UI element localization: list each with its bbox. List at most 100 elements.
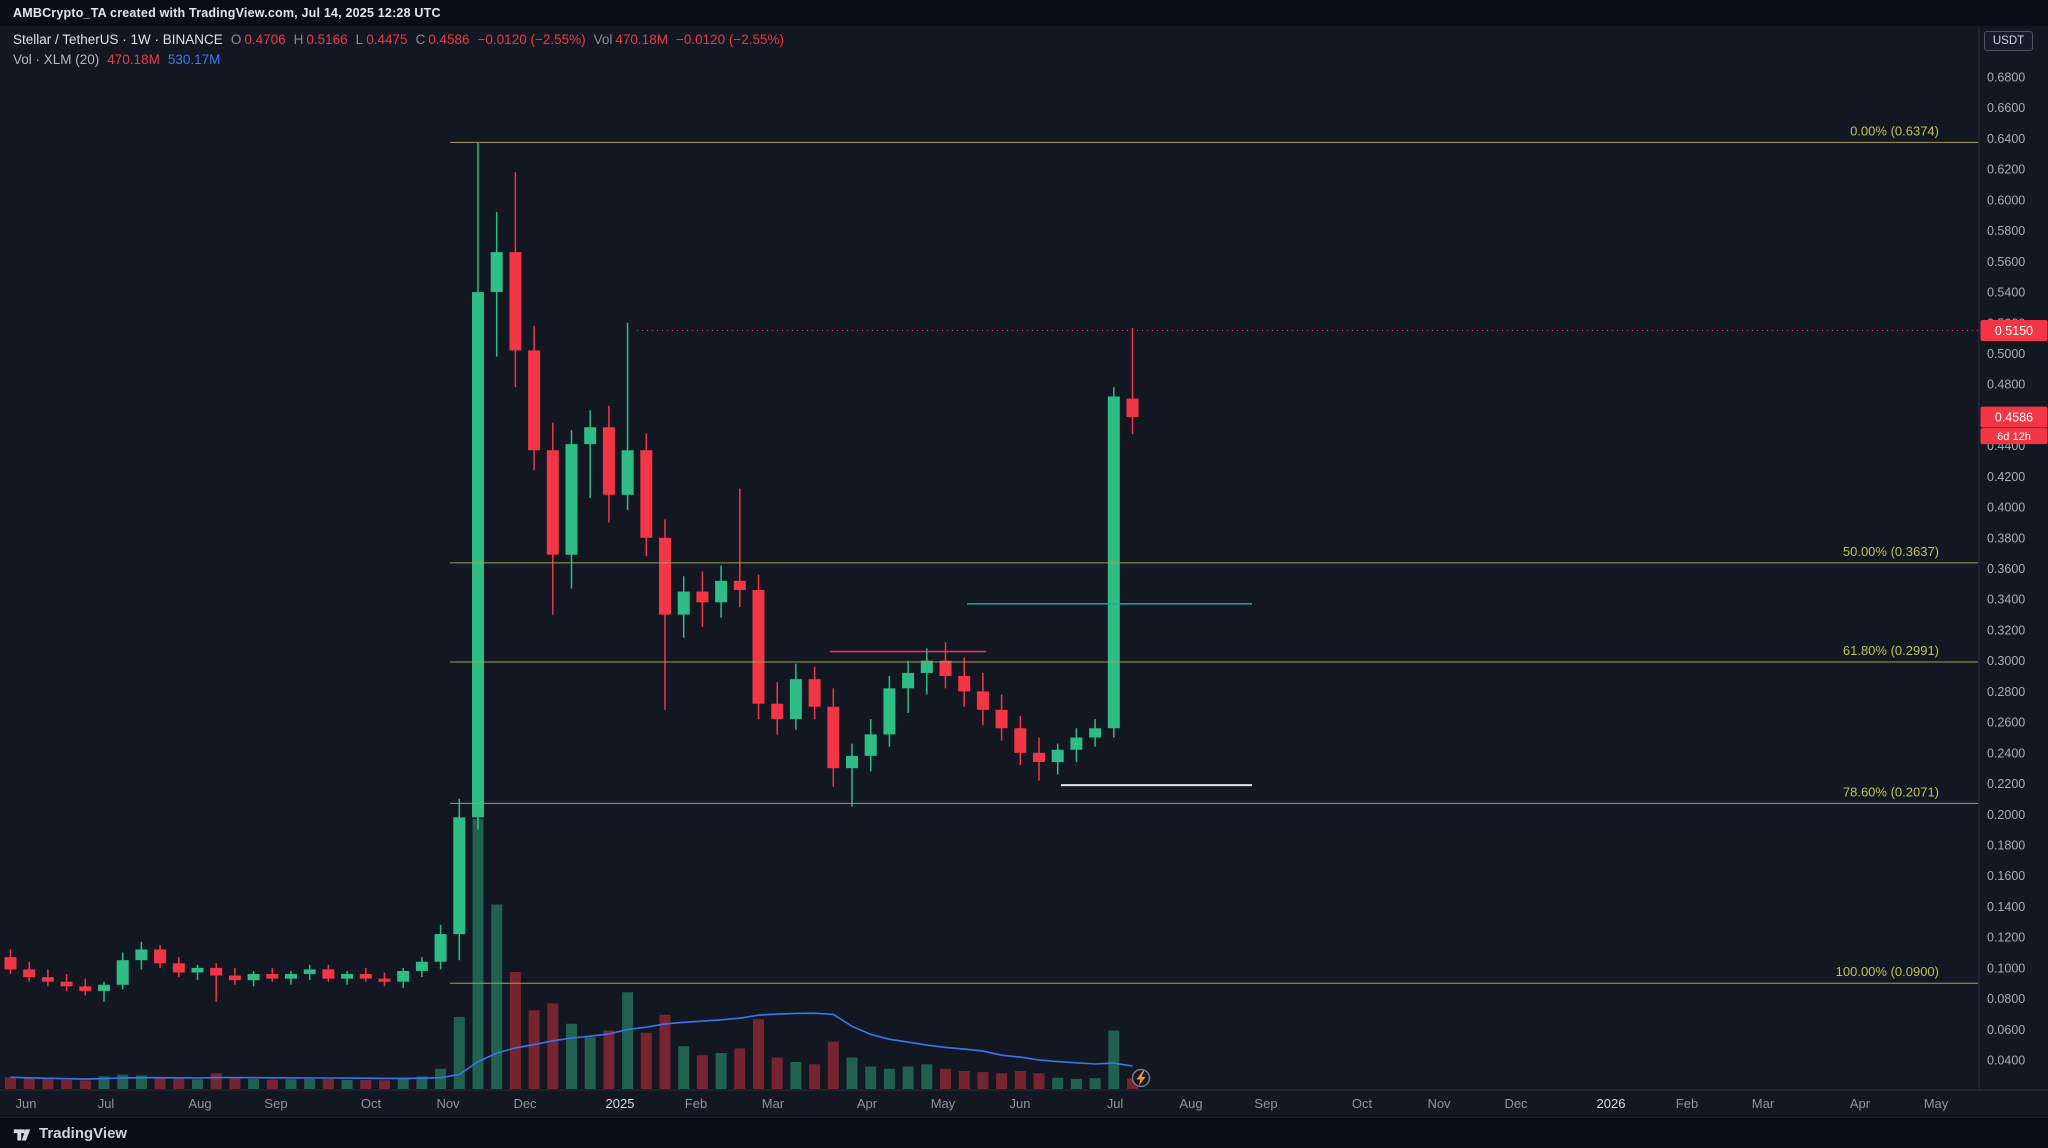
change-value: −0.0120 (−2.55%) [477, 32, 586, 47]
price-tick-label: 0.3000 [1987, 654, 2025, 668]
low-label: L [355, 32, 364, 47]
volume-value: 470.18M [615, 32, 668, 47]
month-tick-label: Apr [1850, 1096, 1871, 1111]
price-tick-label: 0.3600 [1987, 562, 2025, 576]
price-tick-label: 0.2400 [1987, 746, 2025, 760]
symbol-title[interactable]: Stellar / TetherUS · 1W · BINANCE [13, 32, 223, 47]
time-scale-labels: Jun Jul Aug Sep Oct Nov Dec 2025 Feb Mar Apr May Jun… [16, 1096, 1949, 1111]
volume-indicator-value: 470.18M [107, 52, 160, 67]
volume-ma-line [10, 1012, 1133, 1080]
realtime-lightning-icon[interactable] [1131, 1068, 1151, 1088]
svg-text:0.5150: 0.5150 [1995, 324, 2033, 338]
volume-indicator-title[interactable]: Vol · XLM (20) [13, 52, 100, 67]
fib-retracement-group[interactable]: 0.00% (0.6374) 50.00% (0.3637) 61.80% (0.2… [450, 123, 1978, 984]
price-tick-label: 0.3200 [1987, 623, 2025, 637]
price-tick-label: 0.2000 [1987, 808, 2025, 822]
volume-ma-value: 530.17M [167, 52, 221, 67]
open-value: 0.4706 [244, 32, 286, 47]
symbol-legend-row: Stellar / TetherUS · 1W · BINANCE O 0.47… [13, 30, 784, 50]
drawing-lines-group[interactable] [637, 329, 1978, 787]
price-tick-label: 0.1400 [1987, 900, 2025, 914]
month-tick-label: Feb [1676, 1096, 1698, 1111]
price-tick-label: 0.4200 [1987, 470, 2025, 484]
month-tick-label: Nov [1427, 1096, 1451, 1111]
close-value: 0.4586 [428, 32, 470, 47]
fib-level-label: 100.00% (0.0900) [1836, 964, 1939, 979]
price-tick-label: 0.4800 [1987, 378, 2025, 392]
month-tick-label: Dec [1504, 1096, 1528, 1111]
price-tick-label: 0.6800 [1987, 71, 2025, 85]
time-axis[interactable] [0, 1090, 1979, 1117]
price-tick-label: 0.1800 [1987, 839, 2025, 853]
month-tick-label: Jul [1107, 1096, 1124, 1111]
month-tick-label: May [1924, 1096, 1949, 1111]
price-tick-label: 0.3400 [1987, 593, 2025, 607]
month-tick-label: Oct [1352, 1096, 1373, 1111]
price-tick-label: 0.2600 [1987, 716, 2025, 730]
month-tick-label: Sep [1254, 1096, 1277, 1111]
price-tick-label: 0.0600 [1987, 1023, 2025, 1037]
volume-indicator-row: Vol · XLM (20) 470.18M 530.17M [13, 50, 784, 70]
close-label: C [415, 32, 426, 47]
price-tick-label: 0.6200 [1987, 163, 2025, 177]
high-price-badge: 0.5150 [1980, 319, 2048, 341]
volume-bars-group[interactable] [5, 819, 1138, 1089]
month-tick-label: Aug [188, 1096, 211, 1111]
price-tick-label: 0.6400 [1987, 132, 2025, 146]
month-tick-label: Aug [1179, 1096, 1202, 1111]
month-tick-label: Apr [857, 1096, 878, 1111]
price-tick-label: 0.1000 [1987, 961, 2025, 975]
svg-text:0.4586: 0.4586 [1995, 411, 2033, 425]
volume-label: Vol [593, 32, 613, 47]
fib-level-label: 78.60% (0.2071) [1843, 784, 1939, 799]
price-axis[interactable] [1979, 26, 2048, 1090]
price-tick-label: 0.6600 [1987, 101, 2025, 115]
price-tick-label: 0.1600 [1987, 869, 2025, 883]
month-tick-label: Oct [361, 1096, 382, 1111]
year-tick-label: 2026 [1597, 1096, 1626, 1111]
fib-level-label: 61.80% (0.2991) [1843, 643, 1939, 658]
price-tick-label: 0.1200 [1987, 931, 2025, 945]
last-price-badge: 0.4586 [1980, 406, 2048, 428]
month-tick-label: Jun [1010, 1096, 1031, 1111]
open-label: O [230, 32, 242, 47]
price-scale-labels: 0.6800 0.6600 0.6400 0.6200 0.6000 0.5800 0.56… [1987, 71, 2025, 1068]
price-tick-label: 0.6000 [1987, 193, 2025, 207]
tradingview-logo-icon[interactable] [12, 1123, 32, 1143]
month-tick-label: Jun [16, 1096, 37, 1111]
attribution-text: AMBCrypto_TA created with TradingView.co… [13, 6, 441, 20]
month-tick-label: Mar [762, 1096, 785, 1111]
high-label: H [293, 32, 304, 47]
candles-group[interactable] [4, 142, 1139, 1002]
volume-change-value: −0.0120 (−2.55%) [675, 32, 785, 47]
footer-bar: TradingView [0, 1117, 2048, 1148]
svg-text:6d 12h: 6d 12h [1997, 431, 2031, 443]
price-tick-label: 0.3800 [1987, 531, 2025, 545]
month-tick-label: Jul [98, 1096, 115, 1111]
chart-legend: Stellar / TetherUS · 1W · BINANCE O 0.47… [13, 30, 784, 70]
tradingview-wordmark[interactable]: TradingView [39, 1124, 128, 1142]
price-tick-label: 0.5000 [1987, 347, 2025, 361]
price-tick-label: 0.5600 [1987, 255, 2025, 269]
price-tick-label: 0.0800 [1987, 992, 2025, 1006]
price-tick-label: 0.2800 [1987, 685, 2025, 699]
month-tick-label: Dec [513, 1096, 537, 1111]
price-tick-label: 0.2200 [1987, 777, 2025, 791]
price-tick-label: 0.5400 [1987, 286, 2025, 300]
price-tick-label: 0.5800 [1987, 224, 2025, 238]
month-tick-label: May [931, 1096, 956, 1111]
high-value: 0.5166 [306, 32, 348, 47]
month-tick-label: Mar [1752, 1096, 1775, 1111]
fib-level-label: 50.00% (0.3637) [1843, 544, 1939, 559]
year-tick-label: 2025 [606, 1096, 635, 1111]
low-value: 0.4475 [366, 32, 408, 47]
month-tick-label: Feb [685, 1096, 707, 1111]
fib-level-label: 0.00% (0.6374) [1850, 123, 1939, 138]
currency-toggle-button[interactable]: USDT [1984, 31, 2033, 51]
price-tick-label: 0.4000 [1987, 501, 2025, 515]
bar-countdown-badge: 6d 12h [1980, 428, 2048, 445]
month-tick-label: Sep [264, 1096, 287, 1111]
attribution-bar: AMBCrypto_TA created with TradingView.co… [0, 0, 2048, 26]
month-tick-label: Nov [436, 1096, 460, 1111]
